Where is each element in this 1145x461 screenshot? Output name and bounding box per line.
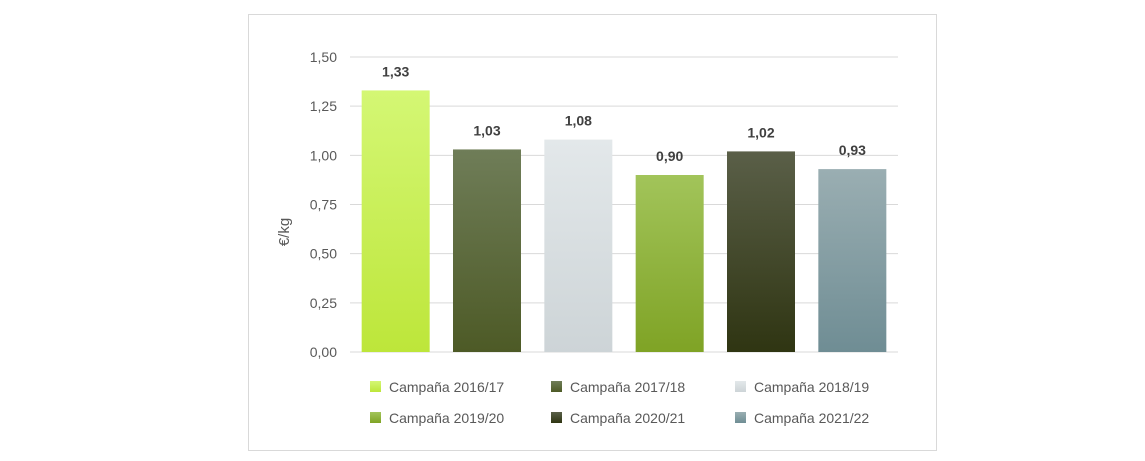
bar bbox=[453, 149, 521, 352]
legend-swatch bbox=[551, 381, 562, 392]
data-label: 1,33 bbox=[382, 63, 409, 79]
bar bbox=[361, 90, 430, 352]
data-label: 1,02 bbox=[747, 124, 774, 140]
y-tick-label: 1,25 bbox=[310, 98, 337, 114]
legend-label: Campaña 2021/22 bbox=[754, 410, 869, 426]
y-tick-label: 1,50 bbox=[310, 49, 337, 65]
legend-label: Campaña 2018/19 bbox=[754, 379, 869, 395]
y-axis-label: €/kg bbox=[276, 218, 293, 246]
legend-swatch bbox=[735, 412, 746, 423]
data-label: 1,08 bbox=[565, 113, 592, 129]
y-tick-label: 0,00 bbox=[310, 344, 337, 360]
legend-label: Campaña 2019/20 bbox=[389, 410, 504, 426]
bar bbox=[544, 139, 613, 352]
data-label: 0,90 bbox=[656, 148, 683, 164]
legend-swatch bbox=[370, 412, 381, 423]
y-tick-label: 1,00 bbox=[310, 147, 337, 163]
y-tick-label: 0,50 bbox=[310, 246, 337, 262]
legend: Campaña 2016/17 Campaña 2017/18 Campaña 20… bbox=[370, 379, 869, 426]
grid-lines bbox=[350, 56, 898, 353]
bar bbox=[727, 151, 795, 352]
bar bbox=[818, 169, 887, 352]
legend-label: Campaña 2016/17 bbox=[389, 379, 504, 395]
data-label: 1,03 bbox=[473, 122, 500, 138]
data-labels: 1,33 1,03 1,08 0,90 1,02 0,93 bbox=[382, 63, 866, 164]
y-tick-label: 0,25 bbox=[310, 295, 337, 311]
y-tick-label: 0,75 bbox=[310, 197, 337, 213]
bars bbox=[361, 90, 887, 352]
legend-swatch bbox=[551, 412, 562, 423]
y-axis-ticks: 0,00 0,25 0,50 0,75 1,00 1,25 1,50 bbox=[310, 49, 337, 360]
legend-swatch bbox=[370, 381, 381, 392]
legend-label: Campaña 2017/18 bbox=[570, 379, 685, 395]
legend-label: Campaña 2020/21 bbox=[570, 410, 685, 426]
bar bbox=[635, 175, 704, 352]
data-label: 0,93 bbox=[839, 142, 866, 158]
legend-swatch bbox=[735, 381, 746, 392]
